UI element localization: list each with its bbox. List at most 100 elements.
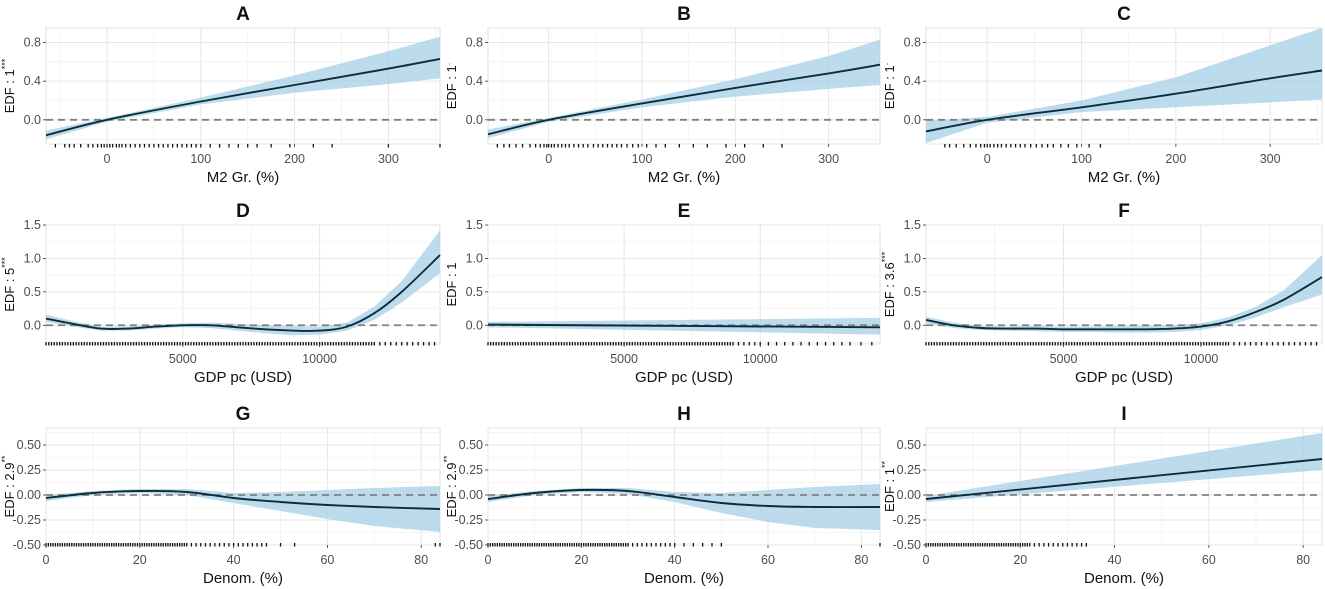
panel-i: 0 20 40 60 80 -0.50 -0.25 0.00 0.25 0.50 I Denom. (…: [880, 404, 1323, 587]
y-tick-label: 1.0: [466, 251, 483, 265]
confidence-band: [46, 486, 440, 532]
plot-area: [45, 27, 441, 145]
x-tick-label: 0: [103, 152, 110, 166]
y-tick-label: -0.25: [455, 513, 484, 527]
y-axis-label-text: EDF : 2.9: [2, 463, 17, 518]
y-tick-label: 0.0: [466, 113, 483, 127]
y-axis-label: EDF : 2.9**: [442, 455, 459, 517]
fit-line: [925, 276, 1323, 331]
y-tick-label: 0.5: [904, 285, 921, 299]
fit-line: [925, 458, 1323, 500]
y-tick-label: 0.25: [897, 463, 921, 477]
panel-c: 0 100 200 300 0.0 0.4 0.8 C M2 Gr. (%) EDF : 1.: [880, 4, 1323, 186]
panel-title: C: [1117, 4, 1131, 25]
panel-title: I: [1121, 404, 1126, 425]
panel-e: 5000 10000 0.0 0.5 1.0 1.5 E GDP pc (USD) EDF : …: [444, 201, 881, 386]
x-tick-label: 10000: [743, 352, 778, 366]
y-tick-label: 0.00: [17, 488, 41, 502]
x-axis-label: Denom. (%): [1084, 570, 1164, 587]
fit-line: [487, 323, 881, 329]
panel-title: H: [677, 404, 691, 425]
plot-area: [45, 427, 441, 546]
y-tick-label: 0.00: [459, 488, 483, 502]
x-tick-label: 80: [1296, 553, 1310, 567]
fit-line: [925, 69, 1323, 133]
y-tick-label: 0.8: [904, 36, 921, 50]
x-tick-label: 200: [1165, 152, 1186, 166]
x-tick-label: 20: [1013, 553, 1027, 567]
y-axis-label: EDF : 1.: [442, 63, 459, 110]
x-tick-label: 40: [227, 553, 241, 567]
x-tick-label: 100: [190, 152, 211, 166]
y-tick-label: 1.5: [24, 218, 41, 232]
y-axis-label: EDF : 3.6***: [880, 251, 897, 317]
y-tick-label: -0.25: [893, 513, 922, 527]
significance-stars: .: [442, 63, 452, 66]
x-tick-label: 0: [923, 553, 930, 567]
significance-stars: **: [880, 460, 890, 468]
x-tick-label: 300: [378, 152, 399, 166]
panel-a: 0 100 200 300 0.0 0.4 0.8 A M2 Gr. (%) EDF : 1***: [0, 4, 441, 186]
fit-line: [487, 488, 881, 509]
panel-h: 0 20 40 60 80 -0.50 -0.25 0.00 0.25 0.50 H Denom. (…: [442, 404, 881, 587]
fit-line: [45, 254, 441, 332]
x-tick-label: 300: [1260, 152, 1281, 166]
y-axis-label-text: EDF : 1: [444, 65, 459, 109]
panel-g: 0 20 40 60 80 -0.50 -0.25 0.00 0.25 0.50 G Denom. (…: [0, 404, 441, 587]
rug: [45, 543, 441, 547]
rug: [487, 342, 873, 346]
x-axis-label: Denom. (%): [203, 570, 283, 587]
y-tick-label: 0.8: [466, 36, 483, 50]
x-tick-label: 0: [485, 553, 492, 567]
y-axis-label: EDF : 5***: [0, 257, 17, 312]
x-axis-label: M2 Gr. (%): [207, 169, 280, 186]
x-axis-label: M2 Gr. (%): [648, 169, 721, 186]
y-tick-label: 0.25: [17, 463, 41, 477]
y-tick-label: 0.00: [897, 488, 921, 502]
rug: [487, 543, 881, 547]
x-tick-label: 200: [284, 152, 305, 166]
y-tick-label: 1.0: [904, 251, 921, 265]
y-axis-label: EDF : 1***: [0, 58, 17, 113]
y-tick-label: 0.0: [904, 318, 921, 332]
significance-stars: **: [0, 455, 10, 463]
x-tick-label: 40: [668, 553, 682, 567]
x-tick-label: 60: [1202, 553, 1216, 567]
x-tick-label: 100: [1071, 152, 1092, 166]
y-tick-label: 1.5: [904, 218, 921, 232]
x-tick-label: 10000: [1184, 352, 1219, 366]
y-axis-label-text: EDF : 1: [444, 262, 459, 306]
panel-d: 5000 10000 0.0 0.5 1.0 1.5 D GDP pc (USD) EDF : …: [0, 201, 441, 386]
panel-f: 5000 10000 0.0 0.5 1.0 1.5 F GDP pc (USD) EDF : …: [880, 201, 1323, 386]
confidence-band: [926, 433, 1322, 502]
y-axis-label: EDF : 1**: [880, 460, 897, 512]
y-axis-label: EDF : 1: [444, 262, 459, 306]
y-tick-label: 0.5: [466, 285, 483, 299]
panel-title: G: [236, 404, 251, 425]
y-axis-label-text: EDF : 1: [882, 468, 897, 512]
y-tick-label: 0.8: [24, 36, 41, 50]
panel-title: F: [1118, 201, 1130, 222]
x-axis-label: GDP pc (USD): [194, 369, 292, 386]
y-tick-label: 0.50: [897, 438, 921, 452]
panel-title: E: [678, 201, 691, 222]
x-tick-label: 5000: [169, 352, 197, 366]
y-tick-label: 0.4: [466, 74, 483, 88]
panel-b: 0 100 200 300 0.0 0.4 0.8 B M2 Gr. (%) EDF : 1.: [442, 4, 881, 186]
y-tick-label: -0.50: [893, 538, 922, 552]
y-tick-label: 0.50: [17, 438, 41, 452]
y-tick-label: 1.5: [466, 218, 483, 232]
x-tick-label: 60: [320, 553, 334, 567]
y-axis-label-text: EDF : 3.6: [882, 262, 897, 317]
x-tick-label: 80: [414, 553, 428, 567]
significance-stars: .: [880, 63, 890, 66]
x-axis-label: M2 Gr. (%): [1088, 169, 1161, 186]
x-tick-label: 0: [43, 553, 50, 567]
y-tick-label: -0.50: [13, 538, 42, 552]
x-axis-label: GDP pc (USD): [635, 369, 733, 386]
significance-stars: ***: [0, 58, 10, 69]
x-tick-label: 100: [632, 152, 653, 166]
significance-stars: **: [442, 455, 452, 463]
confidence-band: [46, 36, 440, 140]
x-axis-label: Denom. (%): [644, 570, 724, 587]
